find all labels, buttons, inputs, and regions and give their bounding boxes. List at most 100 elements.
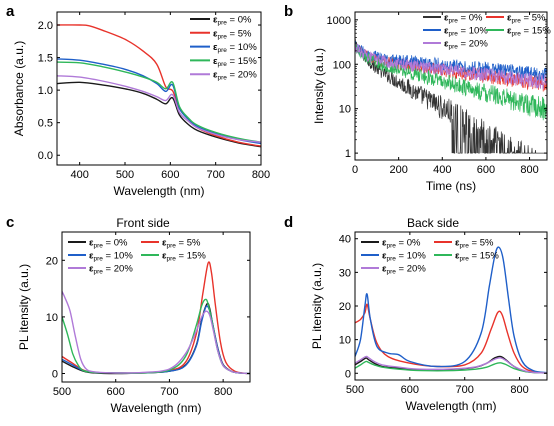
x-tick-label: 200 xyxy=(389,164,407,176)
y-tick-label: 0.0 xyxy=(38,150,53,162)
y-axis-label: PL itensity (a.u.) xyxy=(17,264,31,350)
y-tick-label: 1.0 xyxy=(38,85,53,97)
series-line xyxy=(355,42,547,121)
series-line xyxy=(355,41,547,81)
y-axis-label: Absorbance (a.u.) xyxy=(12,41,26,136)
y-tick-label: 1.5 xyxy=(38,53,53,65)
x-axis-label: Wavelength (nm) xyxy=(114,184,205,198)
x-axis-label: Wavelength (nm) xyxy=(111,401,202,415)
series-line xyxy=(355,355,547,374)
axes-frame xyxy=(61,231,251,383)
legend-label: εpre = 15% xyxy=(455,251,499,263)
y-tick-label: 2.0 xyxy=(38,20,53,32)
series-line xyxy=(355,42,547,90)
series-line xyxy=(62,261,250,375)
axes-frame xyxy=(354,11,548,161)
panel-label-d: d xyxy=(284,214,293,231)
legend-label: εpre = 15% xyxy=(213,56,257,68)
x-tick-label: 800 xyxy=(214,386,232,398)
x-tick-label: 0 xyxy=(352,164,358,176)
x-tick-label: 400 xyxy=(70,169,88,181)
x-tick-label: 600 xyxy=(477,164,495,176)
x-tick-label: 600 xyxy=(401,384,419,396)
legend: εpre = 0% εpre = 5% εpre = 10% εpre = 15% εp… xyxy=(423,13,551,51)
series-line xyxy=(355,360,547,374)
x-tick-label: 800 xyxy=(520,164,538,176)
legend-label: εpre = 0% xyxy=(382,238,421,250)
legend-label: εpre = 10% xyxy=(213,42,257,54)
y-tick-label: 0.5 xyxy=(38,118,53,130)
y-tick-label: 1 xyxy=(345,148,351,160)
series-line xyxy=(57,75,261,143)
y-tick-label: 1000 xyxy=(327,15,351,27)
legend-label: εpre = 0% xyxy=(444,13,483,25)
panel-label-a: a xyxy=(6,3,15,20)
x-tick-label: 600 xyxy=(107,386,125,398)
panel-d-back-pl-chart: d Back side 500 600 700 800 0 10 20 30 40 Wavelen… xyxy=(284,214,548,413)
x-tick-label: 800 xyxy=(252,169,270,181)
y-tick-label: 0 xyxy=(52,369,58,381)
legend-label: εpre = 5% xyxy=(162,238,201,250)
legend: εpre = 0%εpre = 5% εpre = 10% εpre = 15% εp… xyxy=(190,15,257,82)
x-tick-label: 700 xyxy=(160,386,178,398)
legend-label: εpre = 20% xyxy=(444,39,488,51)
panel-title-back-side: Back side xyxy=(407,216,459,230)
legend-label: εpre = 20% xyxy=(382,264,426,276)
series-line xyxy=(57,61,261,143)
legend-label: εpre = 20% xyxy=(89,264,133,276)
y-tick-label: 0 xyxy=(345,368,351,380)
series-line xyxy=(355,246,547,374)
y-tick-label: 10 xyxy=(339,104,351,116)
legend-label: εpre = 0% xyxy=(213,15,252,27)
x-tick-label: 500 xyxy=(116,169,134,181)
series-line xyxy=(62,291,250,375)
legend: εpre = 0% εpre = 5% εpre = 10% εpre = 15% εp… xyxy=(68,238,206,276)
panel-title-front-side: Front side xyxy=(116,216,170,230)
series-line xyxy=(57,58,261,145)
y-axis-label: PL itensity (a.u.) xyxy=(310,263,324,349)
legend-label: εpre = 5% xyxy=(213,28,252,40)
legend-label: εpre = 5% xyxy=(507,13,546,25)
legend-label: εpre = 10% xyxy=(444,26,488,38)
series-line xyxy=(355,38,547,154)
legend-label: εpre = 10% xyxy=(89,251,133,263)
series-line xyxy=(57,24,261,147)
legend-label: εpre = 15% xyxy=(162,251,206,263)
series-line xyxy=(57,81,261,148)
panel-a-absorbance-chart: a 400 500 600 700 800 0.0 0.5 1.0 1.5 2.0 Waveleng… xyxy=(6,3,270,198)
x-axis-label: Wavelength (nm) xyxy=(406,399,497,413)
panel-b-decay-chart: b 0 200 400 600 800 1 10 100 1000 Time (ns) Intens… xyxy=(284,3,551,193)
x-tick-label: 500 xyxy=(53,386,71,398)
axes-frame xyxy=(56,11,262,166)
panel-label-c: c xyxy=(6,214,14,231)
legend-label: εpre = 5% xyxy=(455,238,494,250)
x-tick-label: 700 xyxy=(206,169,224,181)
legend-label: εpre = 10% xyxy=(382,251,426,263)
x-tick-label: 800 xyxy=(510,384,528,396)
y-tick-label: 40 xyxy=(339,234,351,246)
x-tick-label: 400 xyxy=(433,164,451,176)
panel-c-front-pl-chart: c Front side 500 600 700 800 0 10 20 Wavelength… xyxy=(6,214,251,415)
plot-area xyxy=(62,261,250,375)
x-axis-label: Time (ns) xyxy=(426,179,476,193)
x-tick-label: 600 xyxy=(161,169,179,181)
y-tick-label: 10 xyxy=(339,335,351,347)
legend-label: εpre = 15% xyxy=(507,26,551,38)
legend-label: εpre = 0% xyxy=(89,238,128,250)
y-axis-label: Intensity (a.u.) xyxy=(312,48,326,124)
x-tick-label: 500 xyxy=(346,384,364,396)
y-tick-label: 100 xyxy=(333,59,351,71)
plot-area xyxy=(57,24,261,148)
y-tick-label: 20 xyxy=(46,255,58,267)
plot-area xyxy=(355,38,547,154)
x-tick-label: 700 xyxy=(456,384,474,396)
y-tick-label: 30 xyxy=(339,267,351,279)
series-line xyxy=(355,303,547,374)
y-tick-label: 10 xyxy=(46,312,58,324)
legend-label: εpre = 20% xyxy=(213,70,257,82)
legend: εpre = 0% εpre = 5% εpre = 10% εpre = 15% εp… xyxy=(361,238,499,276)
y-tick-label: 20 xyxy=(339,301,351,313)
panel-label-b: b xyxy=(284,3,293,20)
plot-area xyxy=(355,246,547,374)
